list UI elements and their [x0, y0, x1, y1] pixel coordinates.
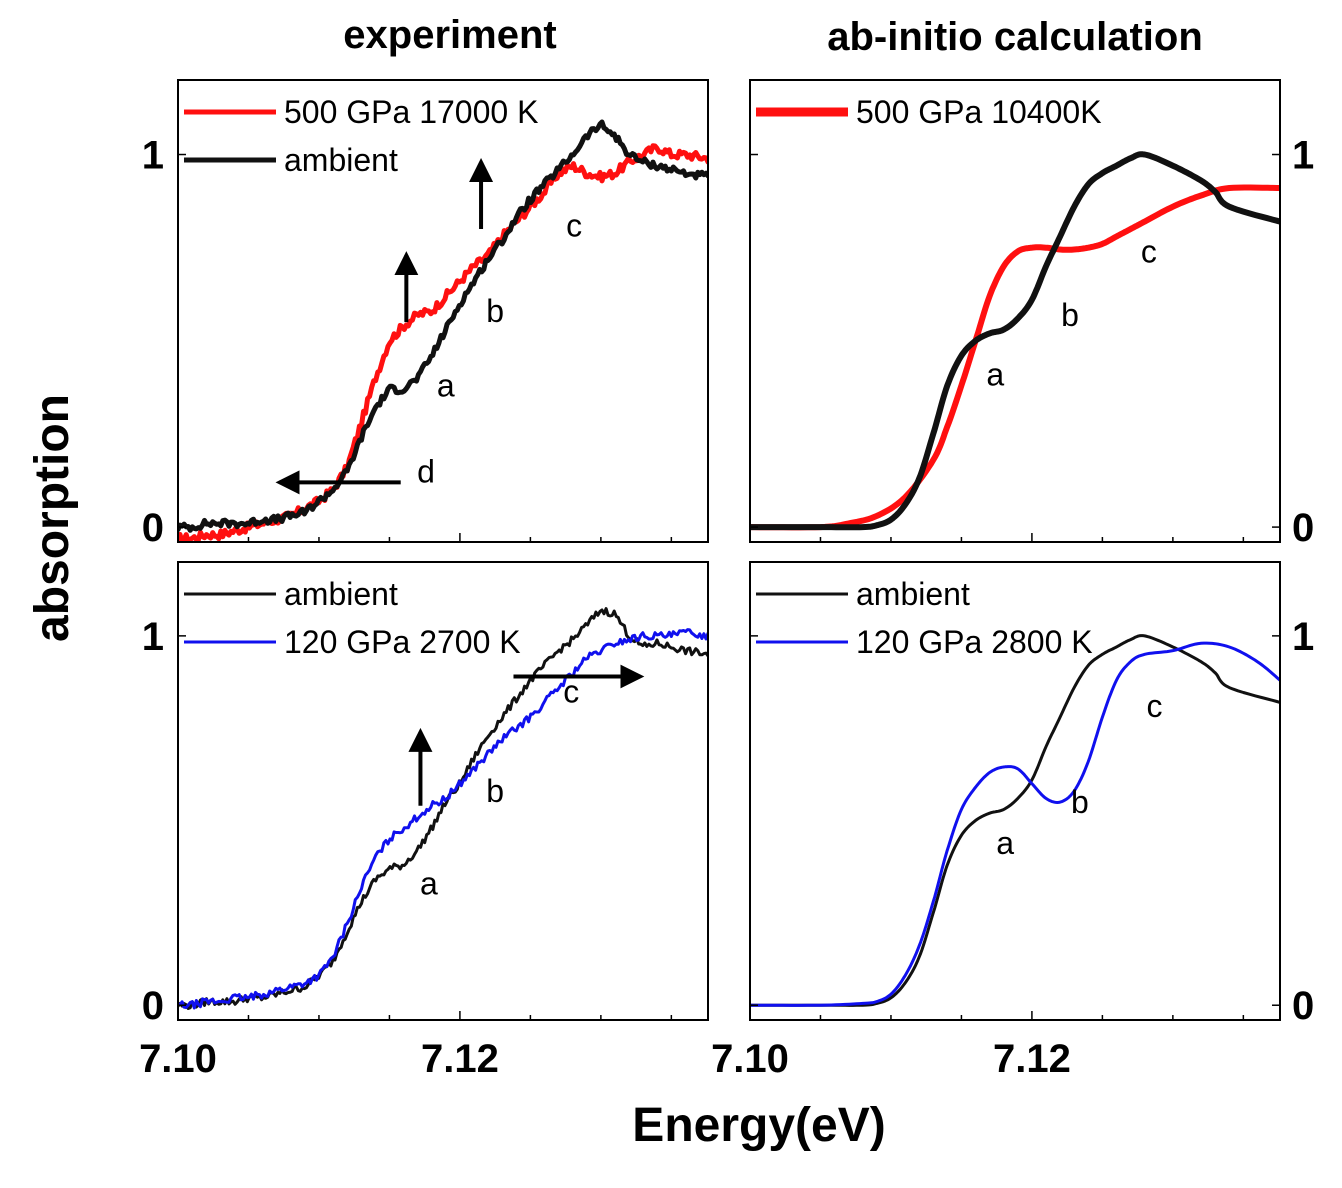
plot-frame [177, 561, 709, 1021]
y-tick-label: 0 [1292, 984, 1314, 1028]
annotation-label: b [486, 293, 504, 329]
annotation-label: c [1147, 688, 1163, 724]
series-line [178, 143, 708, 542]
x-tick-label: 7.12 [993, 1037, 1071, 1081]
panels: 0 1 500 GPa 17000 K ambient a b c d 0 1 500 GPa 10… [139, 79, 1314, 1081]
panel-exp-bottom: 7.10 7.12 0 1 ambient 120 GPa 2700 K a b c [139, 561, 709, 1081]
annotation-label: b [1061, 297, 1079, 333]
y-tick-label: 0 [142, 506, 164, 550]
y-tick-label: 0 [1292, 506, 1314, 550]
x-tick-label: 7.10 [711, 1037, 789, 1081]
y-tick-label: 1 [1292, 134, 1314, 178]
legend-label: 120 GPa 2800 K [856, 624, 1093, 660]
series-line [178, 119, 708, 533]
y-tick-label: 1 [1292, 615, 1314, 659]
plot-frame [749, 79, 1281, 543]
panel-calc-bottom: 7.10 7.12 0 1 ambient 120 GPa 2800 K a b c [711, 561, 1314, 1081]
series-line [750, 151, 1280, 531]
column-title-experiment: experiment [343, 13, 556, 57]
annotation-label: a [437, 368, 455, 404]
column-title-calculation: ab-initio calculation [827, 15, 1203, 59]
x-tick-label: 7.12 [421, 1037, 499, 1081]
legend-label: ambient [284, 576, 398, 612]
annotation-label: c [566, 207, 582, 243]
annotation-label: d [417, 453, 435, 489]
plot-frame [749, 561, 1281, 1021]
annotation-label: a [420, 865, 438, 901]
y-axis-label: absorption [26, 394, 79, 642]
y-tick-label: 0 [142, 984, 164, 1028]
legend-label: 500 GPa 10400K [856, 94, 1102, 130]
x-tick-label: 7.10 [139, 1037, 217, 1081]
annotation-label: a [986, 357, 1004, 393]
x-axis-label: Energy(eV) [632, 1099, 885, 1152]
legend-label: ambient [284, 142, 398, 178]
plot-frame [177, 79, 709, 543]
series-line [178, 628, 708, 1010]
panel-exp-top: 0 1 500 GPa 17000 K ambient a b c d [142, 79, 709, 550]
y-tick-label: 1 [142, 615, 164, 659]
series-line [178, 607, 708, 1010]
series-line [750, 634, 1280, 1007]
annotation-label: c [563, 673, 579, 709]
annotation-label: c [1141, 234, 1157, 270]
legend-label: ambient [856, 576, 970, 612]
annotation-label: a [996, 825, 1014, 861]
panel-calc-top: 0 1 500 GPa 10400K a b c [749, 79, 1314, 550]
series-line [750, 184, 1280, 531]
legend-label: 120 GPa 2700 K [284, 624, 521, 660]
legend-label: 500 GPa 17000 K [284, 94, 538, 130]
y-tick-label: 1 [142, 134, 164, 178]
annotation-label: b [486, 773, 504, 809]
annotation-label: b [1071, 784, 1089, 820]
series-line [750, 641, 1280, 1007]
